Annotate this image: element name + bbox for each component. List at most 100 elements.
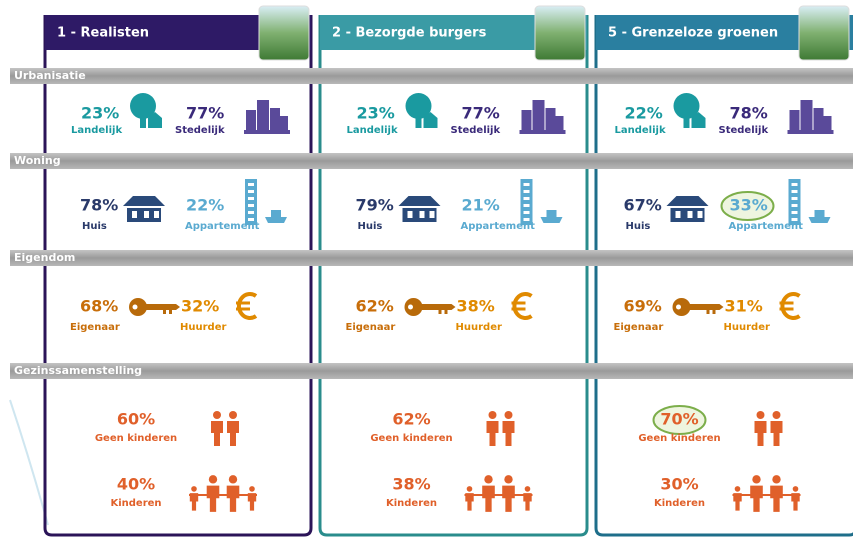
percentage: 23% [81,104,119,123]
house-window [688,211,693,218]
label: Geen kinderen [370,433,452,444]
percentage: 62% [392,410,430,429]
ship-icon [265,210,287,223]
label: Eigenaar [70,322,120,333]
buildings-icon [824,116,832,132]
column-box [596,15,853,535]
person-icon [755,421,767,446]
infographic: 1 - Realisten 2 - Bezorgde burgers 5 - Gre… [0,0,853,538]
apartment-window [792,190,798,193]
apartment-window [792,183,798,186]
person-icon [750,486,763,512]
label: Huis [82,221,107,232]
tree-icon [684,112,690,128]
buildings-icon [788,130,834,134]
apartment-window [524,204,530,207]
apartment-window [524,211,530,214]
apartment-window [248,197,254,200]
apartment-window [248,211,254,214]
column-title: 2 - Bezorgde burgers [332,26,487,41]
tree-icon [140,112,146,128]
buildings-icon [790,110,800,132]
person-icon [489,411,497,419]
percentage: 32% [181,297,219,316]
apartment-window [248,190,254,193]
key-icon [422,304,456,314]
key-icon [690,304,724,314]
apartment-window [524,183,530,186]
buildings-icon [533,100,545,132]
percentage: 77% [186,104,224,123]
key-icon [673,298,691,316]
label: Landelijk [71,125,122,136]
apartment-window [524,190,530,193]
apartment-window [524,197,530,200]
section-bar [10,68,853,84]
house-icon [399,196,441,206]
apartment-window [248,218,254,221]
section-title: Gezinssamenstelling [14,364,142,377]
label: Kinderen [654,498,705,509]
person-icon [227,486,240,512]
house-window [154,211,159,218]
section-title: Woning [14,154,61,167]
key-hole [676,305,681,310]
person-icon [773,411,781,419]
percentage: 23% [357,104,395,123]
apartment-window [792,197,798,200]
person-icon [793,486,799,492]
percentage: 78% [80,196,118,215]
apartment-window [248,183,254,186]
person-icon [757,411,765,419]
label: Stedelijk [719,125,769,136]
person-icon [211,421,223,446]
euro-icon [514,294,531,318]
house-window [144,211,149,218]
person-icon [525,486,531,492]
label: Eigenaar [346,322,396,333]
percentage: 22% [186,196,224,215]
person-icon [207,486,220,512]
percentage: 38% [457,297,495,316]
percentage: 77% [462,104,500,123]
label: Eigenaar [614,322,664,333]
person-icon [467,486,473,492]
buildings-icon [520,130,566,134]
euro-icon [782,294,799,318]
person-icon [487,421,499,446]
buildings-icon [246,110,256,132]
column-photo [259,6,309,60]
apartment-window [792,204,798,207]
column-title: 1 - Realisten [57,26,149,41]
percentage: 30% [660,475,698,494]
label: Stedelijk [175,125,225,136]
percentage: 78% [730,104,768,123]
column-box [45,15,311,535]
apartment-window [792,218,798,221]
person-icon [504,475,512,483]
key-hole [133,305,138,310]
house-icon [123,196,165,206]
label: Landelijk [615,125,666,136]
buildings-icon [270,108,280,132]
section-title: Eigendom [14,251,75,264]
person-icon [229,475,237,483]
section-bar [10,153,853,169]
house-window [408,211,413,218]
label: Huurder [456,322,502,333]
person-icon [735,486,741,492]
key-icon [129,298,147,316]
tree-icon [416,112,422,128]
house-window [430,211,435,218]
percentage: 68% [80,297,118,316]
percentage: 79% [356,196,394,215]
column-photo [799,6,849,60]
label: Kinderen [386,498,437,509]
buildings-icon [556,116,564,132]
buildings-icon [814,108,824,132]
column-title: 5 - Grenzeloze groenen [608,26,778,41]
label: Landelijk [347,125,398,136]
percentage: 69% [624,297,662,316]
person-icon [503,421,515,446]
house-window [132,211,137,218]
